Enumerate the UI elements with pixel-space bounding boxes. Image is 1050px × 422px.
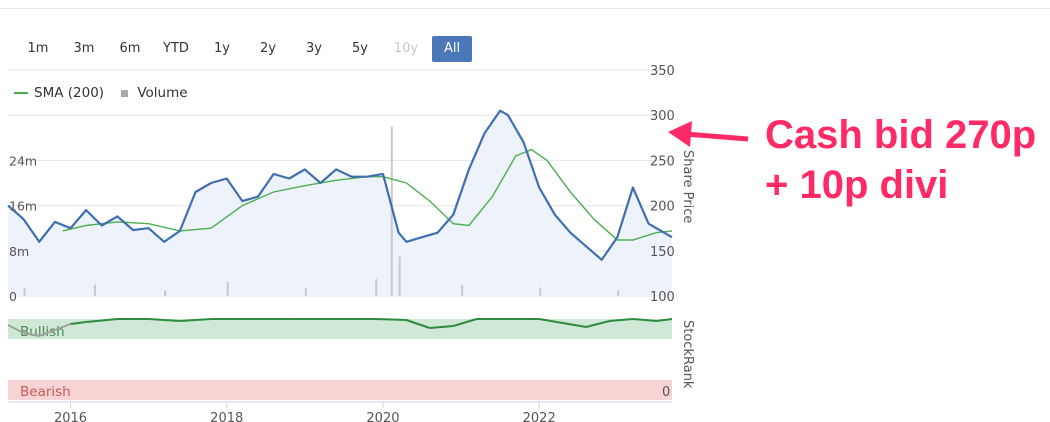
price-tick-label: 200 <box>650 200 675 215</box>
range-6m-button[interactable]: 6m <box>119 41 141 56</box>
stockrank-segment <box>38 329 56 337</box>
stockrank-segment <box>656 318 673 322</box>
volume-tick-label: 24m <box>9 153 37 168</box>
price-area-fill <box>8 110 672 296</box>
price-tick-label: 300 <box>650 109 675 124</box>
stockrank-segment <box>429 325 454 329</box>
bearish-band <box>8 380 672 400</box>
price-tick-label: 100 <box>650 290 675 305</box>
volume-bar <box>617 290 620 296</box>
volume-bar <box>304 287 307 296</box>
bullish-label: Bullish <box>20 324 65 340</box>
price-axis-label: Share Price <box>680 150 695 223</box>
bullish-band <box>8 319 672 339</box>
range-ytd-button[interactable]: YTD <box>163 41 189 56</box>
volume-axis-ticks: 0 8m 16m 24m <box>9 153 37 304</box>
volume-tick-label: 16m <box>9 199 37 214</box>
volume-bar <box>398 256 401 296</box>
legend-volume-label: Volume <box>137 85 188 101</box>
top-frame <box>0 0 1050 9</box>
stockrank-segment <box>375 318 407 321</box>
stockrank-segment <box>179 318 212 322</box>
range-3m-button[interactable]: 3m <box>73 41 95 56</box>
legend-volume-swatch <box>121 89 129 97</box>
bearish-label: Bearish <box>20 384 71 400</box>
x-tick-label: 2020 <box>366 411 399 422</box>
stockrank-segment <box>562 322 587 328</box>
stockrank-segment <box>632 318 657 322</box>
annotation-line-2: + 10p divi <box>765 163 949 207</box>
range-5y-button[interactable]: 5y <box>352 41 368 56</box>
volume-bar <box>375 279 378 296</box>
x-tick-label: 2018 <box>210 411 243 422</box>
stockrank-segment <box>585 320 610 328</box>
stockrank-segment <box>148 318 180 322</box>
legend-item-volume[interactable]: Volume <box>118 85 188 101</box>
range-all-button[interactable]: All <box>432 36 472 62</box>
price-line <box>7 109 673 261</box>
legend-sma-label: SMA (200) <box>34 85 105 101</box>
legend-item-sma[interactable]: SMA (200) <box>14 85 104 101</box>
volume-bar <box>226 281 229 296</box>
stockrank-line <box>7 318 673 337</box>
price-tick-label: 350 <box>650 64 675 79</box>
price-axis-ticks: 100 150 200 250 300 350 <box>650 64 675 305</box>
range-1m-button[interactable]: 1m <box>27 41 49 56</box>
range-3y-button[interactable]: 3y <box>306 41 322 56</box>
stockrank-zero-label: 0 <box>662 385 670 400</box>
volume-tick-label: 8m <box>9 244 29 259</box>
stockrank-segment <box>86 318 118 323</box>
sma-line <box>62 148 673 241</box>
x-tick-label: 2022 <box>523 411 556 422</box>
volume-bar <box>461 284 464 296</box>
stockrank-segment <box>7 324 25 334</box>
stockrank-segment <box>453 318 477 327</box>
x-axis-ticks: 2016 2018 2020 2022 <box>54 402 556 422</box>
price-tick-label: 250 <box>650 154 675 169</box>
stockrank-segment <box>539 318 563 324</box>
volume-bar <box>23 287 26 296</box>
annotation-arrow <box>668 121 749 147</box>
volume-tick-label: 0 <box>9 289 17 304</box>
range-2y-button[interactable]: 2y <box>260 41 276 56</box>
stockrank-segment <box>406 319 431 329</box>
legend-sma-swatch <box>14 92 28 94</box>
stockrank-segment <box>54 323 71 331</box>
annotation-text: Cash bid 270p + 10p divi <box>765 110 1036 210</box>
volume-bar <box>93 284 96 296</box>
stockrank-axis-label: StockRank <box>680 320 695 389</box>
stockrank-segment <box>609 318 633 322</box>
range-10y-button: 10y <box>393 41 419 56</box>
price-tick-label: 150 <box>650 245 675 260</box>
x-tick-label: 2016 <box>54 411 87 422</box>
chart-legend: SMA (200) Volume <box>14 85 198 101</box>
volume-bar <box>539 287 542 296</box>
volume-bar <box>164 290 167 296</box>
stockrank-segment <box>23 332 40 337</box>
stockrank-segment <box>70 321 87 325</box>
range-1y-button[interactable]: 1y <box>214 41 230 56</box>
annotation-line-1: Cash bid 270p <box>765 113 1037 157</box>
